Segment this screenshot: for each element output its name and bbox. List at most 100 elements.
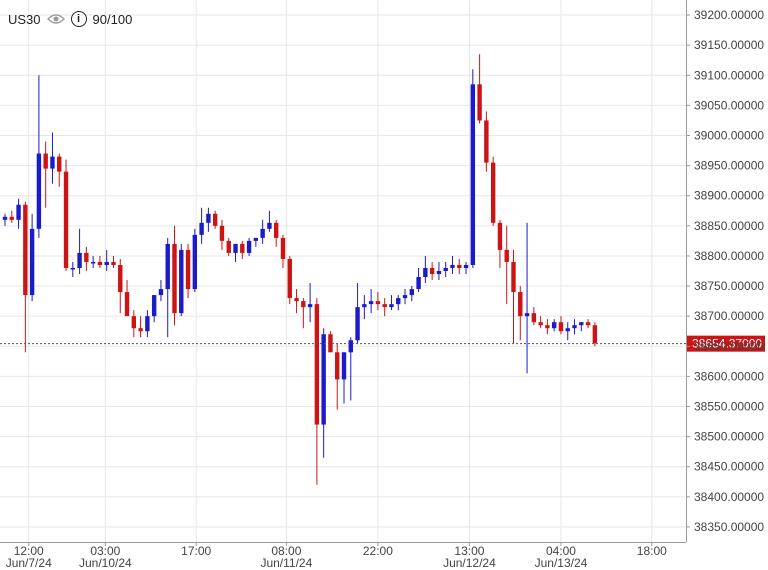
candle-down bbox=[538, 316, 543, 329]
candle-body bbox=[192, 234, 198, 290]
candle-down bbox=[43, 141, 48, 208]
candle-body bbox=[470, 84, 476, 265]
y-tick-label: 39050.00000 bbox=[694, 98, 764, 112]
candle-up bbox=[416, 267, 421, 293]
candle-up bbox=[158, 280, 164, 302]
candle-body bbox=[531, 313, 537, 323]
candle-up bbox=[470, 69, 476, 268]
candle-body bbox=[423, 267, 428, 278]
candle-down bbox=[328, 331, 333, 353]
x-tick-time-label: 12:00 bbox=[14, 544, 44, 558]
candle-body bbox=[2, 216, 8, 220]
candle-up bbox=[16, 198, 21, 229]
candle-body bbox=[118, 264, 123, 293]
candle-down bbox=[9, 210, 14, 223]
y-tick-label: 39150.00000 bbox=[694, 38, 764, 52]
candle-body bbox=[443, 267, 448, 271]
candle-body bbox=[233, 243, 238, 253]
candle-down bbox=[531, 307, 537, 326]
candle-body bbox=[436, 271, 442, 275]
candle-body bbox=[579, 322, 584, 326]
candle-up bbox=[423, 255, 428, 284]
candle-body bbox=[457, 264, 462, 268]
candle-up bbox=[368, 289, 374, 314]
candle-up bbox=[70, 261, 75, 278]
candle-body bbox=[538, 322, 543, 326]
candle-up bbox=[409, 286, 414, 302]
candle-body bbox=[246, 240, 252, 253]
y-tick-label: 38400.00000 bbox=[694, 490, 764, 504]
y-tick-label: 39200.00000 bbox=[694, 8, 764, 22]
candle-body bbox=[124, 292, 130, 317]
candle-body bbox=[219, 225, 225, 241]
candle-down bbox=[287, 255, 292, 305]
candle-body bbox=[151, 295, 157, 317]
candle-body bbox=[90, 261, 96, 264]
candle-up bbox=[151, 295, 157, 323]
candle-up bbox=[443, 261, 448, 278]
current-price-line: 38654.37000 bbox=[0, 335, 765, 352]
candle-body bbox=[314, 304, 320, 425]
candle-body bbox=[572, 325, 577, 329]
candle-down bbox=[497, 219, 503, 268]
candle-up bbox=[90, 255, 96, 268]
candle-body bbox=[206, 213, 211, 223]
candle-body bbox=[301, 301, 306, 308]
candle-body bbox=[131, 316, 137, 329]
candle-up bbox=[389, 295, 394, 311]
y-tick-label: 38350.00000 bbox=[694, 520, 764, 534]
y-tick-label: 38500.00000 bbox=[694, 430, 764, 444]
candle-body bbox=[551, 322, 557, 329]
chart-header: US30 i 90/100 bbox=[8, 9, 132, 29]
candle-body bbox=[362, 304, 367, 308]
candle-body bbox=[355, 307, 360, 341]
candle-body bbox=[158, 289, 164, 296]
candle-down bbox=[118, 258, 123, 314]
candles bbox=[2, 54, 598, 485]
candle-down bbox=[97, 255, 103, 268]
symbol-label[interactable]: US30 bbox=[8, 11, 41, 27]
x-tick-date-label: Jun/12/24 bbox=[443, 556, 496, 570]
candle-down bbox=[301, 298, 306, 329]
candle-body bbox=[524, 313, 530, 317]
candle-body bbox=[463, 264, 469, 268]
y-tick-label: 39100.00000 bbox=[694, 68, 764, 82]
x-tick-date-label: Jun/13/24 bbox=[535, 556, 588, 570]
candle-up bbox=[307, 283, 313, 323]
candle-down bbox=[484, 111, 489, 172]
candle-down bbox=[219, 219, 225, 250]
grid-lines bbox=[0, 0, 686, 542]
candle-down bbox=[335, 343, 340, 410]
candle-body bbox=[185, 249, 191, 290]
candle-up bbox=[396, 295, 401, 311]
candle-down bbox=[382, 298, 387, 317]
candle-up bbox=[362, 295, 367, 320]
candle-body bbox=[565, 328, 570, 332]
candle-body bbox=[43, 153, 48, 169]
candle-body bbox=[504, 249, 509, 262]
candle-up bbox=[355, 283, 360, 344]
candle-body bbox=[111, 261, 116, 265]
candle-up bbox=[524, 222, 530, 374]
x-tick-time-label: 17:00 bbox=[181, 544, 211, 558]
candle-body bbox=[172, 243, 177, 314]
candle-body bbox=[77, 252, 82, 268]
candle-body bbox=[179, 249, 184, 314]
candle-up bbox=[2, 213, 8, 226]
candle-up bbox=[348, 337, 353, 401]
candle-body bbox=[396, 298, 401, 305]
candle-down bbox=[111, 255, 116, 268]
candle-body bbox=[57, 156, 62, 172]
counter-label: 90/100 bbox=[92, 11, 133, 27]
candle-down bbox=[131, 310, 137, 338]
info-icon[interactable]: i bbox=[70, 11, 87, 27]
candle-up bbox=[402, 289, 408, 305]
eye-icon[interactable] bbox=[46, 13, 65, 25]
candle-body bbox=[389, 304, 394, 308]
candle-body bbox=[260, 228, 265, 238]
candle-body bbox=[585, 322, 591, 326]
candle-down bbox=[57, 153, 62, 187]
y-tick-label: 38550.00000 bbox=[694, 400, 764, 414]
